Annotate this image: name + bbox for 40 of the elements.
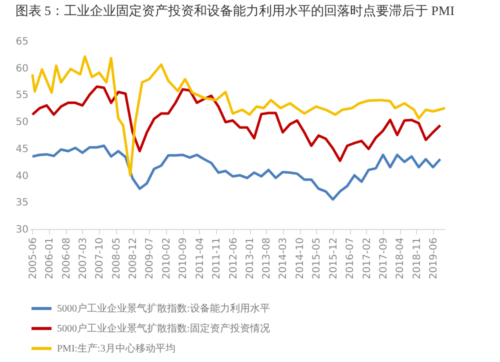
- y-tick-label: 45: [16, 144, 28, 155]
- x-tick-label: 2009-07: [144, 238, 156, 280]
- x-tick-label: 2011-04: [194, 238, 206, 280]
- line-series: [31, 85, 442, 162]
- x-tick-label: 2014-03: [278, 238, 290, 280]
- y-tick-label: 50: [16, 117, 28, 128]
- x-tick-label: 2007-03: [78, 238, 89, 280]
- x-tick-label: 2005-06: [28, 238, 39, 280]
- x-tick-label: 2011-11: [212, 238, 223, 280]
- x-tick-label: 2010-02: [162, 238, 173, 280]
- x-tick-label: 2013-08: [262, 238, 273, 280]
- line-series: [31, 144, 442, 201]
- x-tick-label: 2008-12: [128, 238, 140, 280]
- x-tick-label: 2015-05: [312, 238, 323, 280]
- y-tick-label: 55: [16, 90, 28, 102]
- legend-label: 5000户工业企业景气扩散指数:固定资产投资情况: [57, 322, 270, 334]
- x-tick-label: 2015-12: [328, 238, 340, 280]
- y-tick-label: 30: [16, 224, 28, 236]
- x-tick-label: 2018-04: [395, 238, 406, 280]
- line-series: [31, 55, 446, 177]
- y-tick-label: 35: [16, 198, 28, 209]
- x-tick-label: 2014-10: [295, 238, 306, 280]
- chart-title: 图表 5：工业企业固定资产投资和设备能力利用水平的回落时点要滞后于 PMI: [15, 3, 454, 18]
- x-tick-label: 2018-11: [412, 238, 423, 280]
- x-tick-label: 2008-05: [111, 238, 122, 280]
- x-tick-label: 2017-09: [378, 238, 390, 280]
- legend-label: 5000户工业企业景气扩散指数:设备能力利用水平: [57, 302, 270, 314]
- x-tick-label: 2007-10: [94, 238, 106, 280]
- y-tick-label: 65: [16, 36, 28, 48]
- x-tick-label: 2010-09: [178, 238, 190, 280]
- x-tick-label: 2012-06: [228, 238, 240, 280]
- legend-label: PMI:生产:3月中心移动平均: [57, 342, 176, 354]
- x-tick-label: 2006-08: [61, 238, 72, 280]
- x-tick-label: 2019-06: [428, 238, 440, 280]
- x-tick-label: 2006-01: [44, 238, 56, 280]
- y-tick-label: 40: [16, 170, 28, 182]
- x-tick-label: 2013-01: [245, 238, 256, 280]
- x-tick-label: 2017-02: [362, 238, 373, 280]
- y-tick-label: 60: [16, 63, 28, 74]
- x-tick-label: 2016-07: [345, 238, 356, 280]
